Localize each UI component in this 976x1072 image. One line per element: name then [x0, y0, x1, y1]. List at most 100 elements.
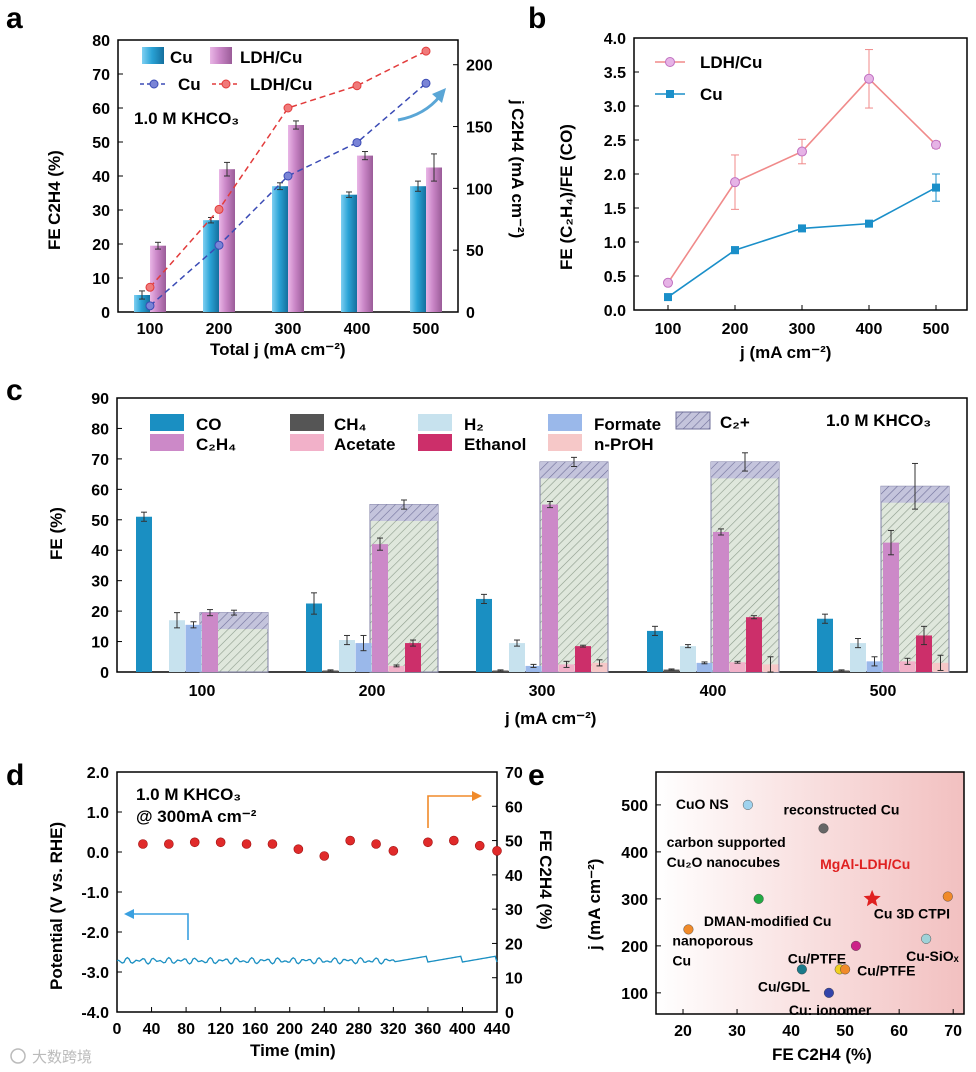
panel-a-xtick-label: 400 [344, 321, 371, 338]
legend-swatch-c2h4 [150, 434, 184, 451]
panel-c-bar-formate [185, 624, 202, 672]
panel-c-bar-formate [696, 662, 713, 672]
panel-e-point-label: Cu₂O nanocubes [667, 854, 781, 870]
legend-label-ldh-line: LDH/Cu [250, 75, 312, 94]
panel-c-ytick-label: 30 [91, 574, 109, 591]
panel-a-bar-ldh [288, 125, 304, 312]
panel-d-fe-point [241, 839, 252, 849]
panel-d-ylabel-right: FE C2H4 (%) [536, 830, 555, 930]
panel-d-xtick-label: 160 [242, 1021, 269, 1038]
legend-label-c2plus: C₂+ [720, 413, 750, 432]
panel-e-xtick-label: 30 [728, 1023, 746, 1040]
panel-e-xtick-label: 70 [944, 1023, 962, 1040]
panel-b-ytick-label: 2.5 [604, 133, 626, 150]
panel-e-point-label: reconstructed Cu [784, 801, 900, 817]
panel-e-ytick-label: 100 [621, 986, 648, 1003]
panel-a-ytick-left-label: 80 [92, 33, 110, 50]
panel-e-point [753, 893, 764, 904]
panel-c-ytick-label: 70 [91, 452, 109, 469]
panel-e-point-label: Cu: ionomer [789, 1002, 872, 1018]
panel-a-point-cu [421, 78, 431, 88]
panel-d-ytick-right-label: 30 [505, 902, 523, 919]
panel-b-chart: 0.0 0.5 1.0 1.5 2.0 2.5 3.0 3.5 4.0 100 200 300 400… [557, 31, 968, 362]
legend-marker-cu-b [666, 90, 674, 98]
panel-c-bar-c2h4 [202, 612, 218, 672]
panel-d-xtick-label: 360 [415, 1021, 442, 1038]
panel-b-point-ldh [663, 277, 673, 288]
panel-label-d: d [6, 759, 24, 792]
panel-b-xtick-label: 400 [856, 321, 883, 338]
panel-c-chart: 0 10 20 30 40 50 60 70 80 90 100 200 300 400 500 CO C… [47, 391, 968, 728]
panel-c-bar-c2plus-top [370, 504, 438, 521]
panel-b-ylabel: FE (C₂H₄)/FE (CO) [557, 124, 576, 270]
panel-a-ytick-right-label: 0 [466, 305, 475, 322]
panel-c-ytick-label: 50 [91, 513, 109, 530]
panel-a-line-cu [149, 82, 427, 307]
panel-d-fe-point [423, 837, 433, 848]
legend-swatch-formate [548, 414, 582, 431]
panel-e-point [823, 987, 834, 998]
panel-b-point-cu [731, 246, 739, 255]
panel-d-xtick-label: 0 [113, 1021, 122, 1038]
panel-e-xtick-label: 40 [782, 1023, 800, 1040]
panel-d-ytick-right-label: 40 [505, 868, 523, 885]
legend-swatch-ldh-bar [210, 47, 232, 64]
panel-a-ytick-left-label: 0 [101, 305, 110, 322]
panel-d-xtick-label: 400 [449, 1021, 476, 1038]
panel-e-point [683, 924, 694, 935]
legend-marker-ldh [221, 79, 231, 89]
panel-a-bar-cu [410, 186, 426, 312]
panel-a-arrowhead-icon [432, 88, 446, 103]
panel-a-line-ldh [149, 50, 427, 288]
panel-d-fe-point [449, 835, 459, 846]
panel-b-point-cu [798, 224, 806, 233]
legend-label-npropanol: n-PrOH [594, 435, 654, 454]
panel-e-xtick-label: 20 [674, 1023, 692, 1040]
panel-a-bar-cu [272, 186, 288, 312]
panel-b-line-ldh [667, 77, 937, 284]
panel-a-ytick-right-label: 200 [466, 58, 493, 75]
panel-c-bar-c2h4 [883, 542, 899, 672]
panel-e-point [742, 799, 753, 810]
panel-c-xtick-label: 400 [700, 683, 727, 700]
panel-a-ytick-left-label: 30 [92, 203, 110, 220]
panel-d-left-arrow-icon [132, 913, 189, 940]
panel-d-xtick-label: 120 [207, 1021, 234, 1038]
legend-label-ldh-bar: LDH/Cu [240, 48, 302, 67]
panel-label-c: c [6, 374, 23, 407]
panel-a-point-ldh [145, 282, 155, 292]
panel-e-point-label: Cu/GDL [758, 978, 811, 994]
panel-d-ytick-left-label: -3.0 [81, 965, 109, 982]
panel-d-xtick-label: 80 [177, 1021, 195, 1038]
legend-label-ch4: CH₄ [334, 415, 367, 434]
panel-e-frame [655, 771, 965, 1015]
panel-c-bar-co [136, 516, 152, 672]
panel-a-xtick-label: 300 [275, 321, 302, 338]
panel-e-point-label: Cu/PTFE [788, 950, 846, 966]
panel-e-point [921, 933, 932, 944]
panel-d-ytick-left-label: -1.0 [81, 885, 109, 902]
panel-d-xtick-label: 40 [143, 1021, 161, 1038]
panel-a-legend: Cu LDH/Cu Cu LDH/Cu [140, 47, 312, 94]
panel-a-ylabel-right: j C2H4 (mA cm⁻²) [508, 99, 527, 238]
legend-marker-cu [149, 79, 159, 89]
panel-e-point-label: Cu/PTFE [857, 962, 915, 978]
panel-a-point-ldh [421, 46, 431, 56]
panel-d-left-arrowhead-icon [124, 909, 134, 919]
panel-c-bar-formate [525, 665, 542, 672]
panel-a-xtick-label: 200 [206, 321, 233, 338]
panel-a-point-cu [145, 301, 155, 311]
watermark-text: 大数跨境 [32, 1048, 92, 1066]
panel-b-ytick-label: 1.5 [604, 201, 626, 218]
panel-d-annotation-2: @ 300mA cm⁻² [136, 807, 257, 826]
panel-d-ytick-right-label: 60 [505, 799, 523, 816]
panel-e-point [840, 964, 851, 975]
panel-e-point [796, 964, 807, 975]
panel-c-bar-co [476, 598, 492, 672]
panel-e-point [850, 940, 861, 951]
panel-c-bar-c2h4 [542, 504, 558, 672]
panel-d-ylabel-left: Potential (V vs. RHE) [47, 822, 66, 990]
legend-label-formate: Formate [594, 415, 661, 434]
panel-d-fe-point [267, 839, 278, 849]
panel-d-fe-point [215, 837, 226, 848]
